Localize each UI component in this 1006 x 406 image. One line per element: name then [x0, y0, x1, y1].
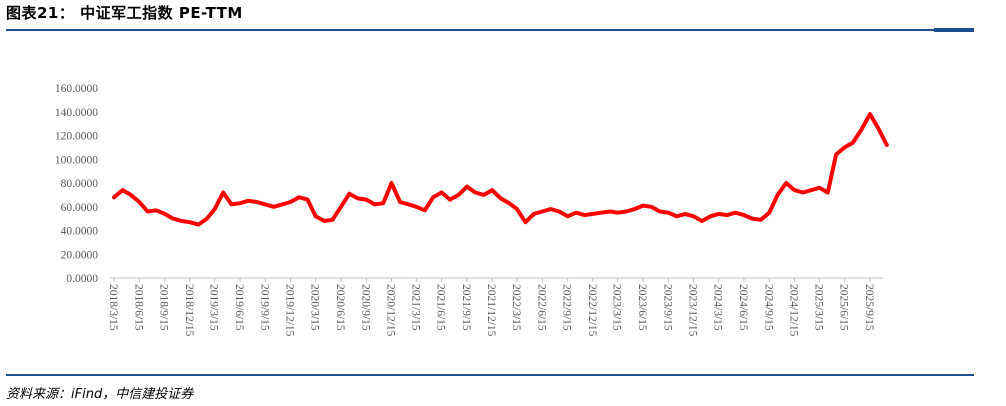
series-line — [112, 112, 889, 227]
x-axis-ticks: 2018/3/15 2018/6/15 2018/9/15 2018/12/15 201… — [107, 278, 875, 337]
y-tick-label: 120.0000 — [55, 131, 98, 143]
x-tick-label: 2022/6/15 — [535, 284, 547, 331]
x-tick-label: 2020/12/15 — [384, 284, 396, 337]
pe-ttm-line-chart: 160.0000 140.0000 120.0000 100.0000 80.0000 6… — [55, 83, 889, 337]
x-tick-label: 2020/3/15 — [309, 284, 321, 331]
x-tick-label: 2021/3/15 — [409, 284, 421, 331]
y-tick-label: 60.0000 — [61, 202, 99, 214]
y-tick-label: 140.0000 — [55, 107, 98, 119]
x-tick-label: 2018/12/15 — [183, 284, 195, 337]
x-tick-label: 2024/3/15 — [712, 284, 724, 331]
x-tick-label: 2023/12/15 — [686, 284, 698, 337]
x-tick-label: 2019/6/15 — [233, 284, 245, 331]
x-tick-label: 2024/12/15 — [787, 284, 799, 337]
top-rule-accent — [934, 28, 974, 32]
y-tick-label: 100.0000 — [55, 154, 98, 166]
bottom-rule — [6, 374, 974, 376]
x-tick-label: 2021/9/15 — [460, 284, 472, 331]
x-tick-label: 2023/9/15 — [661, 284, 673, 331]
x-tick-label: 2022/3/15 — [510, 284, 522, 331]
x-tick-label: 2018/9/15 — [158, 284, 170, 331]
y-tick-label: 80.0000 — [61, 178, 99, 190]
source-note: 资料来源：iFind，中信建投证券 — [6, 387, 194, 402]
x-tick-label: 2023/3/15 — [611, 284, 623, 331]
x-tick-label: 2019/3/15 — [208, 284, 220, 331]
x-tick-label: 2020/9/15 — [359, 284, 371, 331]
x-tick-label: 2021/6/15 — [435, 284, 447, 331]
y-tick-label: 40.0000 — [61, 226, 99, 238]
x-tick-label: 2020/6/15 — [334, 284, 346, 331]
x-tick-label: 2022/9/15 — [561, 284, 573, 331]
x-tick-label: 2022/12/15 — [586, 284, 598, 337]
x-tick-label: 2024/9/15 — [762, 284, 774, 331]
top-rule — [6, 29, 974, 31]
x-tick-label: 2025/6/15 — [838, 284, 850, 331]
y-tick-label: 160.0000 — [55, 83, 98, 95]
x-tick-label: 2019/9/15 — [258, 284, 270, 331]
x-tick-label: 2025/3/15 — [812, 284, 824, 331]
y-tick-label: 20.0000 — [61, 249, 99, 261]
y-axis-ticks: 160.0000 140.0000 120.0000 100.0000 80.0000 6… — [55, 83, 98, 285]
figure-title: 图表21： 中证军工指数 PE-TTM — [6, 4, 243, 22]
x-tick-label: 2018/3/15 — [107, 284, 119, 331]
x-tick-label: 2025/9/15 — [863, 284, 875, 331]
x-tick-label: 2024/6/15 — [737, 284, 749, 331]
x-tick-label: 2019/12/15 — [284, 284, 296, 337]
x-tick-label: 2023/6/15 — [636, 284, 648, 331]
x-tick-label: 2018/6/15 — [132, 284, 144, 331]
y-tick-label: 0.0000 — [66, 273, 98, 285]
x-tick-label: 2021/12/15 — [485, 284, 497, 337]
